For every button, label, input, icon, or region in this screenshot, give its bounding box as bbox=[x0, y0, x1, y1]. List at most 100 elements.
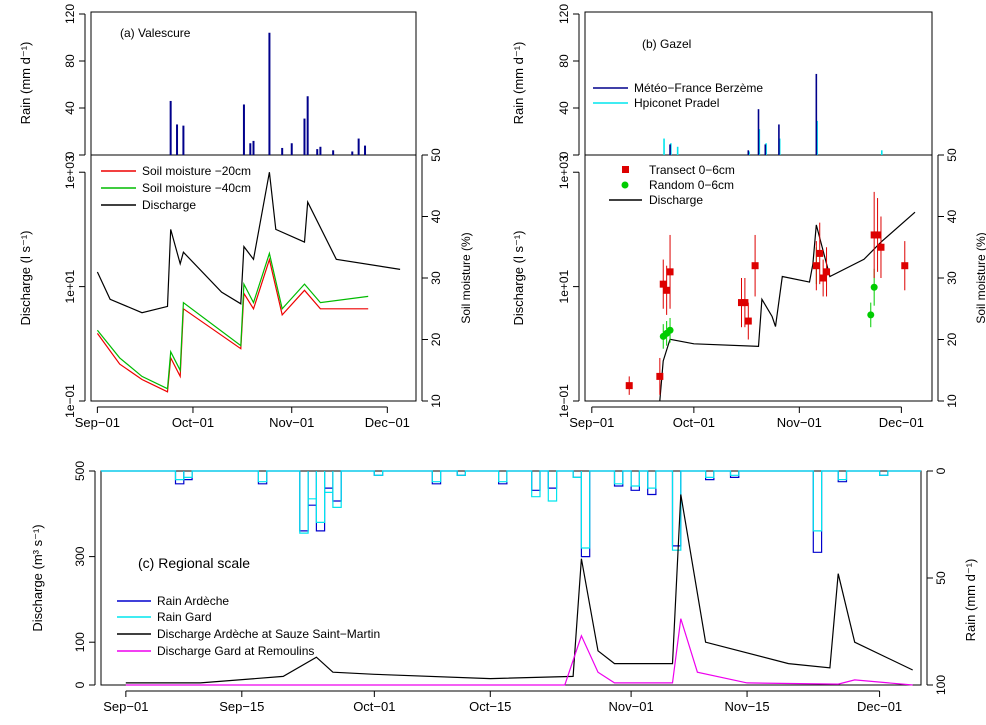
b-x-tick-label: Oct−01 bbox=[673, 415, 715, 430]
transect-point bbox=[901, 262, 909, 270]
transect-point bbox=[663, 286, 671, 294]
legend-label-b-discharge: Discharge bbox=[649, 193, 703, 207]
b-sm-yr-tick-label: 10 bbox=[945, 394, 959, 408]
transect-point bbox=[812, 262, 820, 270]
legend-label-transect: Transect 0−6cm bbox=[649, 163, 735, 177]
panel-b-axes: 0 40 80 120 1e−01 1e+01 1e+03 10 20 30 40 50 Sep−01 O… bbox=[557, 4, 959, 430]
panel-b-rain-ylabel: Rain (mm d⁻¹) bbox=[511, 42, 526, 125]
panel-c-series bbox=[101, 470, 921, 686]
panel-b-moisture-ylabel: Soil moisture (%) bbox=[974, 232, 986, 323]
transect-point bbox=[741, 299, 749, 307]
b-dis-y-tick-label: 1e−01 bbox=[557, 384, 571, 418]
a-sm-yr-tick-label: 40 bbox=[429, 210, 443, 224]
panel-a-title: (a) Valescure bbox=[120, 26, 191, 40]
transect-point bbox=[816, 249, 824, 257]
panel-b: 0 40 80 120 1e−01 1e+01 1e+03 10 20 30 40 50 Sep−01 O… bbox=[511, 4, 986, 430]
discharge-line-c-3 bbox=[125, 618, 913, 686]
transect-point bbox=[751, 262, 759, 270]
panel-b-rain-bars bbox=[663, 73, 883, 155]
panel-c-discharge-ylabel: Discharge (m³ s⁻¹) bbox=[30, 524, 45, 631]
b-x-tick-label: Nov−01 bbox=[777, 415, 822, 430]
a-sm-yr-tick-label: 30 bbox=[429, 271, 443, 285]
panel-a-axes: 0 40 80 120 1e−01 1e+01 1e+03 10 20 30 40 50 Sep−01 O… bbox=[63, 4, 443, 430]
transect-point bbox=[625, 382, 633, 390]
legend-label-soil20: Soil moisture −20cm bbox=[142, 164, 251, 178]
legend-label-rain-ardeche: Rain Ardèche bbox=[157, 594, 229, 608]
panel-a-rain-bars bbox=[169, 32, 367, 155]
legend-label-q-gard: Discharge Gard at Remoulins bbox=[157, 644, 314, 658]
c-x-tick-label: Sep−01 bbox=[103, 699, 148, 714]
panel-b-discharge-ylabel: Discharge (l s⁻¹) bbox=[511, 231, 526, 326]
panel-a-moisture-ylabel: Soil moisture (%) bbox=[459, 232, 473, 323]
rain-step-c-1 bbox=[101, 470, 921, 551]
b-dis-y-tick-label: 1e+01 bbox=[557, 269, 571, 303]
c-x-tick-label: Oct−01 bbox=[353, 699, 395, 714]
a-dis-y-tick-label: 1e+03 bbox=[63, 155, 77, 189]
transect-point bbox=[659, 280, 667, 288]
a-sm-yr-tick-label: 10 bbox=[429, 394, 443, 408]
rain-step-c-0 bbox=[101, 470, 921, 558]
a-rain-y-tick-label: 0 bbox=[63, 151, 77, 158]
random-point bbox=[666, 326, 674, 334]
a-x-tick-label: Dec−01 bbox=[365, 415, 410, 430]
panel-a-discharge-frame bbox=[90, 154, 417, 402]
panel-c-axes: 0 100 300 500 0 50 100 Sep−01 Sep−15 Oct−01 Oct−15… bbox=[73, 461, 948, 714]
c-dis-y-tick-label: 300 bbox=[73, 546, 87, 566]
b-sm-yr-tick-label: 40 bbox=[945, 210, 959, 224]
panel-b-title: (b) Gazel bbox=[642, 37, 691, 51]
panel-b-legend: Transect 0−6cm Random 0−6cm Discharge bbox=[609, 163, 735, 207]
series-line-b-discharge bbox=[659, 211, 916, 402]
c-rain-yr-tick-label: 50 bbox=[934, 571, 948, 585]
c-x-tick-label: Sep−15 bbox=[219, 699, 264, 714]
b-rain-y-tick-label: 80 bbox=[557, 54, 571, 68]
panel-b-rain-legend: Météo−France Berzème Hpiconet Pradel bbox=[593, 81, 763, 110]
panel-a-series-lines bbox=[96, 172, 401, 393]
a-x-tick-label: Nov−01 bbox=[269, 415, 314, 430]
panel-c: 0 100 300 500 0 50 100 Sep−01 Sep−15 Oct−01 Oct−15… bbox=[30, 461, 978, 714]
b-rain-y-tick-label: 120 bbox=[557, 4, 571, 24]
c-x-tick-label: Nov−15 bbox=[724, 699, 769, 714]
legend-label-random: Random 0−6cm bbox=[649, 178, 734, 192]
legend-label-meteo: Météo−France Berzème bbox=[634, 81, 763, 95]
c-rain-yr-tick-label: 100 bbox=[934, 675, 948, 695]
panel-c-rain-ylabel: Rain (mm d⁻¹) bbox=[963, 559, 978, 642]
transect-point bbox=[666, 268, 674, 276]
b-sm-yr-tick-label: 50 bbox=[945, 148, 959, 162]
a-x-tick-label: Sep−01 bbox=[75, 415, 120, 430]
panel-c-legend: Rain Ardèche Rain Gard Discharge Ardèche… bbox=[117, 594, 380, 658]
panel-a: 0 40 80 120 1e−01 1e+01 1e+03 10 20 30 40 50 Sep−01 O… bbox=[18, 4, 473, 430]
c-rain-yr-tick-label: 0 bbox=[934, 467, 948, 474]
transect-point bbox=[823, 268, 831, 276]
series-line-a-1 bbox=[96, 251, 369, 390]
a-dis-y-tick-label: 1e−01 bbox=[63, 384, 77, 418]
panel-b-discharge-frame bbox=[584, 154, 933, 402]
series-line-a-2 bbox=[96, 172, 401, 314]
legend-label-discharge: Discharge bbox=[142, 198, 196, 212]
b-sm-yr-tick-label: 20 bbox=[945, 333, 959, 347]
b-sm-yr-tick-label: 30 bbox=[945, 271, 959, 285]
discharge-line-c-2 bbox=[125, 494, 913, 684]
panel-a-rain-ylabel: Rain (mm d⁻¹) bbox=[18, 42, 33, 125]
series-line-a-0 bbox=[96, 257, 369, 393]
a-rain-y-tick-label: 80 bbox=[63, 54, 77, 68]
b-rain-y-tick-label: 0 bbox=[557, 151, 571, 158]
c-dis-y-tick-label: 0 bbox=[73, 681, 87, 688]
c-dis-y-tick-label: 500 bbox=[73, 461, 87, 481]
transect-point bbox=[744, 317, 752, 325]
panel-c-title: (c) Regional scale bbox=[138, 555, 250, 571]
transect-point bbox=[877, 243, 885, 251]
c-dis-y-tick-label: 100 bbox=[73, 632, 87, 652]
a-sm-yr-tick-label: 20 bbox=[429, 333, 443, 347]
panel-a-discharge-ylabel: Discharge (l s⁻¹) bbox=[18, 231, 33, 326]
legend-key-random bbox=[621, 181, 629, 189]
legend-label-rain-gard: Rain Gard bbox=[157, 610, 212, 624]
legend-key-transect bbox=[622, 166, 629, 173]
b-x-tick-label: Dec−01 bbox=[879, 415, 924, 430]
b-x-tick-label: Sep−01 bbox=[569, 415, 614, 430]
c-x-tick-label: Nov−01 bbox=[609, 699, 654, 714]
random-point bbox=[867, 311, 875, 319]
a-rain-y-tick-label: 40 bbox=[63, 101, 77, 115]
a-dis-y-tick-label: 1e+01 bbox=[63, 269, 77, 303]
a-sm-yr-tick-label: 50 bbox=[429, 148, 443, 162]
